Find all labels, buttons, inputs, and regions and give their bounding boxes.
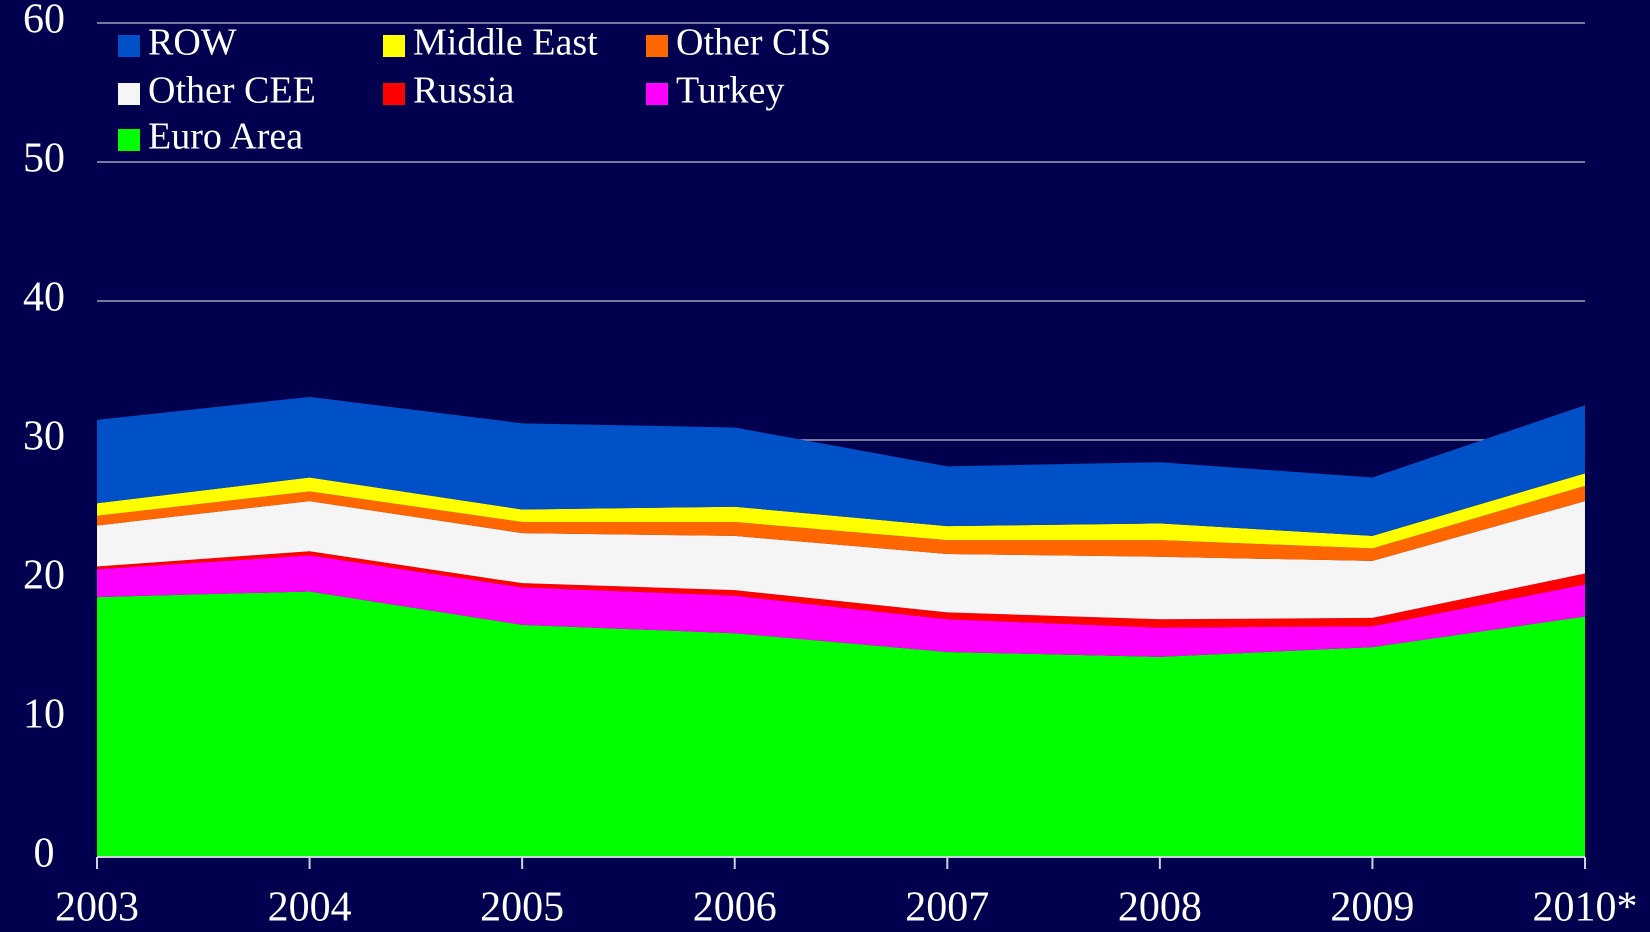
x-tick-label: 2009 <box>1330 885 1414 931</box>
x-tick-label: 2010* <box>1533 885 1638 931</box>
legend-label: Russia <box>413 70 514 112</box>
legend-swatch <box>118 35 140 57</box>
x-tick-label: 2008 <box>1118 885 1202 931</box>
y-tick-label: 30 <box>23 414 65 460</box>
y-tick-label: 10 <box>23 692 65 738</box>
legend-label: Other CIS <box>676 22 831 64</box>
x-tick-label: 2005 <box>480 885 564 931</box>
x-tick-label: 2003 <box>55 885 139 931</box>
legend-label: Middle East <box>413 22 598 64</box>
y-tick-label: 50 <box>23 136 65 182</box>
legend-swatch <box>118 83 140 105</box>
area <box>97 551 1585 628</box>
area <box>97 555 1585 657</box>
y-tick-label: 20 <box>23 553 65 599</box>
x-tick-label: 2007 <box>905 885 989 931</box>
legend-label: ROW <box>148 22 237 64</box>
legend-swatch <box>646 35 668 57</box>
y-tick-label: 0 <box>34 831 55 877</box>
area <box>97 501 1585 620</box>
area <box>97 591 1585 857</box>
legend-swatch <box>383 35 405 57</box>
legend-label: Turkey <box>676 70 784 112</box>
y-tick-label: 40 <box>23 275 65 321</box>
legend-label: Other CEE <box>148 70 316 112</box>
y-tick-label: 60 <box>23 0 65 43</box>
legend-label: Euro Area <box>148 116 303 158</box>
legend-swatch <box>383 83 405 105</box>
x-tick-label: 2004 <box>268 885 352 931</box>
legend-swatch <box>646 83 668 105</box>
legend-swatch <box>118 129 140 151</box>
area <box>97 473 1585 549</box>
x-tick-label: 2006 <box>693 885 777 931</box>
area <box>97 396 1585 536</box>
